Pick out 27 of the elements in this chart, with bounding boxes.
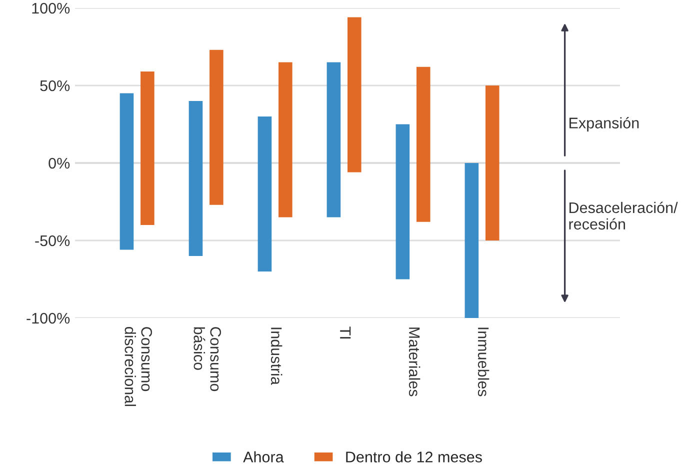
bar [278, 62, 292, 218]
bar [210, 50, 224, 205]
y-tick-label: 100% [32, 2, 70, 14]
legend-label: Ahora [243, 451, 284, 462]
x-tick-label: Consumo básico [194, 327, 222, 392]
x-tick-label: Inmuebles [478, 328, 490, 396]
bar [140, 72, 154, 225]
bar [120, 93, 134, 250]
y-tick-label: -50% [35, 235, 70, 246]
bar [396, 124, 410, 280]
x-tick-label: Materiales [408, 328, 420, 396]
legend-label: Dentro de 12 meses [346, 451, 482, 462]
x-tick-label: Industria [270, 328, 282, 385]
y-tick-label: -100% [26, 312, 70, 324]
text: Desaceleración/ recesión [569, 202, 678, 230]
bar [485, 86, 500, 240]
bar [464, 163, 479, 318]
bar [326, 62, 341, 218]
bar [416, 66, 430, 222]
bar [348, 17, 362, 172]
y-tick-label: 50% [40, 80, 70, 92]
x-tick-label: TI [340, 326, 351, 338]
text: Expansión [570, 117, 639, 132]
bar [258, 116, 272, 272]
bar [188, 101, 203, 256]
y-tick-label: 0% [48, 158, 70, 169]
x-tick-label: Consumo discrecional [124, 326, 152, 406]
